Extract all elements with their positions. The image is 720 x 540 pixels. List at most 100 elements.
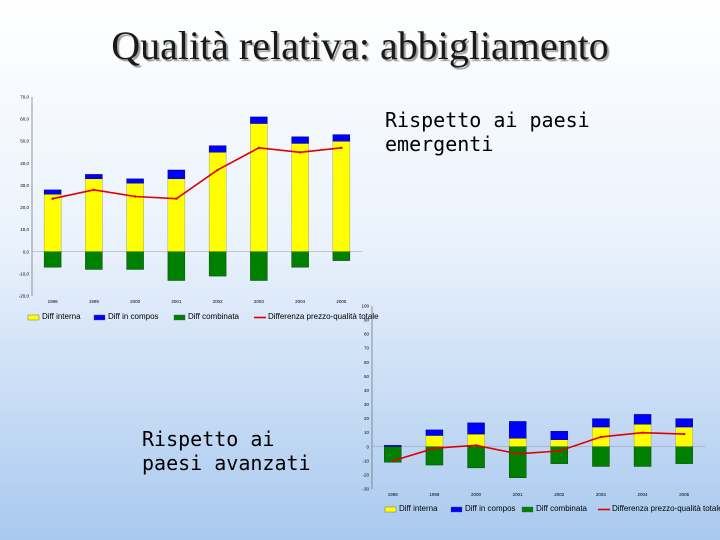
legend-label: Diff combinata [188,312,240,321]
bar-diff-combinata [467,446,485,469]
line-differenza-totale [52,147,342,200]
bar-diff-interna [550,439,569,447]
line-differenza-totale [392,431,685,462]
x-tick-label: 1999 [89,299,100,304]
bar-diff-compos [332,134,351,142]
caption-avanzati: Rispetto ai paesi avanzati [142,427,311,475]
x-tick-label: 2002 [213,299,224,304]
chart-emergenti: -20,0 -10,0 0,0 10,0 20,0 30,0 40,0 50,0 60,0 70,… [19,95,379,322]
y-tick-label: 50 [364,374,370,379]
x-tick-label: 2000 [130,299,141,304]
y-tick-label: 50,0 [20,139,29,144]
bar-diff-combinata [291,251,309,268]
bar-diff-compos [425,429,444,436]
point-differenza-totale [433,446,436,450]
x-tick-label: 1998 [48,299,59,304]
bar-diff-combinata [250,251,268,281]
caption-emergenti: Rispetto ai paesi emergenti [385,108,590,156]
bar-diff-combinata [508,446,527,478]
bar-diff-compos [467,422,485,435]
point-differenza-totale [340,146,343,150]
legend: Diff interna Diff in compos Diff combinata… [27,312,379,321]
bar-diff-interna [332,141,351,252]
y-tick-label: 20,0 [20,205,29,210]
bar-diff-combinata [592,446,610,467]
bar-diff-combinata [85,251,103,270]
bar-diff-compos [208,145,227,153]
bar-diff-compos [384,445,402,447]
x-tick-label: 2003 [596,492,607,497]
y-tick-label: -30 [362,487,369,492]
legend-label: Differenza prezzo-qualità totale [612,504,720,513]
point-differenza-totale [516,452,519,456]
y-tick-label: 10 [364,430,370,435]
legend-label: Diff interna [42,312,81,321]
x-tick-label: 2004 [638,492,649,497]
bar-diff-compos [508,421,527,439]
y-tick-label: 60,0 [20,117,29,122]
y-tick-label: 0 [366,444,369,449]
point-differenza-totale [558,449,561,453]
bar-diff-combinata [43,251,62,268]
bar-diff-compos [250,116,268,124]
point-differenza-totale [175,197,178,200]
legend-label: Diff in compos [108,312,159,321]
bar-diff-compos [291,136,309,144]
x-tick-label: 2000 [471,492,482,497]
legend-label: Diff in compos [465,504,516,513]
y-tick-label: -20,0 [19,294,30,299]
point-differenza-totale [391,459,395,463]
y-tick-label: 40,0 [20,161,29,166]
y-tick-label: 60 [364,360,370,365]
y-tick-label: 70 [364,346,370,351]
point-differenza-totale [216,168,219,172]
legend: Diff interna Diff in compos Diff combinata… [384,504,720,513]
point-differenza-totale [474,444,478,447]
y-tick-label: 30,0 [20,183,29,188]
legend-swatch [27,314,40,321]
x-tick-label: 2002 [554,492,565,497]
y-tick-label: 30 [364,402,370,407]
legend-label: Diff interna [399,504,438,513]
legend-swatch [521,506,534,513]
bar-diff-compos [126,178,144,184]
bar-diff-interna [43,194,62,252]
x-tick-label: 2001 [513,492,524,497]
bar-diff-combinata [384,446,402,463]
bar-diff-combinata [126,251,144,270]
y-tick-label: -10 [362,458,369,463]
x-tick-label: 1999 [429,492,440,497]
bar-diff-interna [250,123,268,252]
x-tick-label: 2005 [679,492,690,497]
point-differenza-totale [641,431,644,434]
bar-diff-compos [550,431,569,440]
point-differenza-totale [298,151,302,154]
y-tick-label: 90 [364,318,370,323]
bar-diff-interna [291,143,309,252]
bar-diff-interna [126,183,144,252]
bar-diff-combinata [633,446,652,467]
point-differenza-totale [599,435,603,439]
bar-diff-interna [425,435,444,447]
bar-diff-combinata [167,251,186,281]
legend-swatch [450,506,463,513]
slide-title: Qualità relativa: abbigliamento [111,23,609,68]
y-tick-label: 0,0 [23,249,30,254]
bar-diff-compos [85,174,103,180]
y-tick-label: 80 [364,332,370,337]
point-differenza-totale [133,195,137,198]
point-differenza-totale [257,146,261,150]
y-tick-label: 10,0 [20,227,29,232]
bar-diff-compos [633,414,652,425]
legend-swatch [93,314,106,321]
legend-swatch [384,506,397,513]
point-differenza-totale [92,188,96,192]
y-tick-label: 70,0 [20,95,29,100]
chart-avanzati: -30 -20 -10 0 10 20 30 40 50 60 70 80 90 100 1998 1999 2… [361,304,720,514]
legend-label: Differenza prezzo-qualità totale [268,312,379,321]
x-tick-label: 2003 [254,299,265,304]
legend-swatch [173,314,186,321]
bar-diff-interna [633,424,652,447]
bar-diff-compos [167,169,186,180]
